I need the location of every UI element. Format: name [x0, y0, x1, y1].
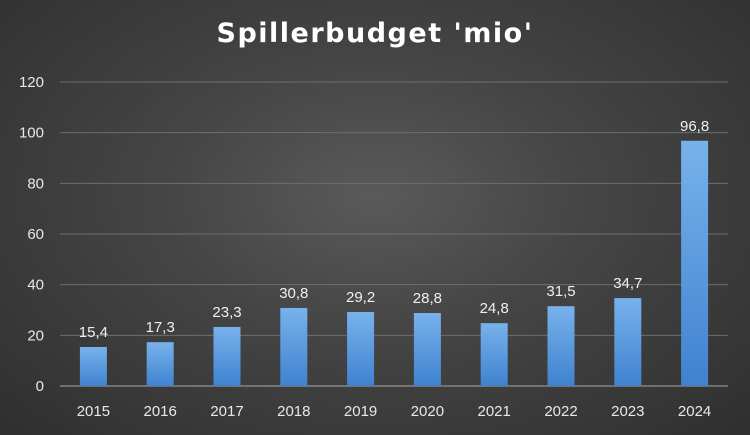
- x-tick-label-2024: 2024: [678, 403, 711, 420]
- x-tick-label-2019: 2019: [344, 403, 377, 420]
- x-tick-label-2015: 2015: [77, 403, 110, 420]
- bar-2019: [347, 312, 375, 386]
- bar-2022: [547, 306, 575, 386]
- data-label-2023: 34,7: [613, 275, 642, 292]
- x-tick-label-2016: 2016: [144, 403, 177, 420]
- bar-2018: [280, 307, 308, 386]
- x-tick-label-2023: 2023: [611, 403, 644, 420]
- y-tick-label: 20: [27, 327, 44, 344]
- y-tick-label: 40: [27, 277, 44, 294]
- y-tick-label: 0: [36, 378, 44, 395]
- bar-2016: [146, 342, 174, 386]
- bar-2017: [213, 326, 241, 386]
- data-label-2024: 96,8: [680, 118, 709, 135]
- y-tick-label: 120: [19, 74, 44, 91]
- data-label-2015: 15,4: [79, 324, 108, 341]
- y-tick-label: 80: [27, 175, 44, 192]
- data-label-2021: 24,8: [480, 300, 509, 317]
- x-tick-label-2017: 2017: [210, 403, 243, 420]
- data-label-2017: 23,3: [212, 304, 241, 321]
- x-tick-label-2020: 2020: [411, 403, 444, 420]
- y-axis-ticks: 0 20 40 60 80 100 120: [19, 74, 44, 395]
- x-tick-label-2021: 2021: [478, 403, 511, 420]
- chart-title: Spillerbudget 'mio': [216, 18, 534, 49]
- bar-2015: [79, 346, 107, 386]
- data-label-2016: 17,3: [146, 319, 175, 336]
- bar-2021: [480, 323, 508, 386]
- bars: [79, 140, 709, 386]
- data-label-2022: 31,5: [546, 283, 575, 300]
- data-label-2020: 28,8: [413, 290, 442, 307]
- bar-2020: [413, 313, 441, 386]
- data-labels: 15,4 17,3 23,3 30,8 29,2 28,8 24,8 31,5 34,7 96,8: [79, 118, 709, 341]
- x-axis-ticks: 2015 2016 2017 2018 2019 2020 2021 2022 2023 2024: [77, 403, 712, 420]
- y-tick-label: 100: [19, 125, 44, 142]
- x-tick-label-2018: 2018: [277, 403, 310, 420]
- x-tick-label-2022: 2022: [544, 403, 577, 420]
- bar-2023: [614, 298, 642, 386]
- data-label-2018: 30,8: [279, 285, 308, 302]
- bar-2024: [681, 140, 709, 386]
- data-label-2019: 29,2: [346, 289, 375, 306]
- y-tick-label: 60: [27, 226, 44, 243]
